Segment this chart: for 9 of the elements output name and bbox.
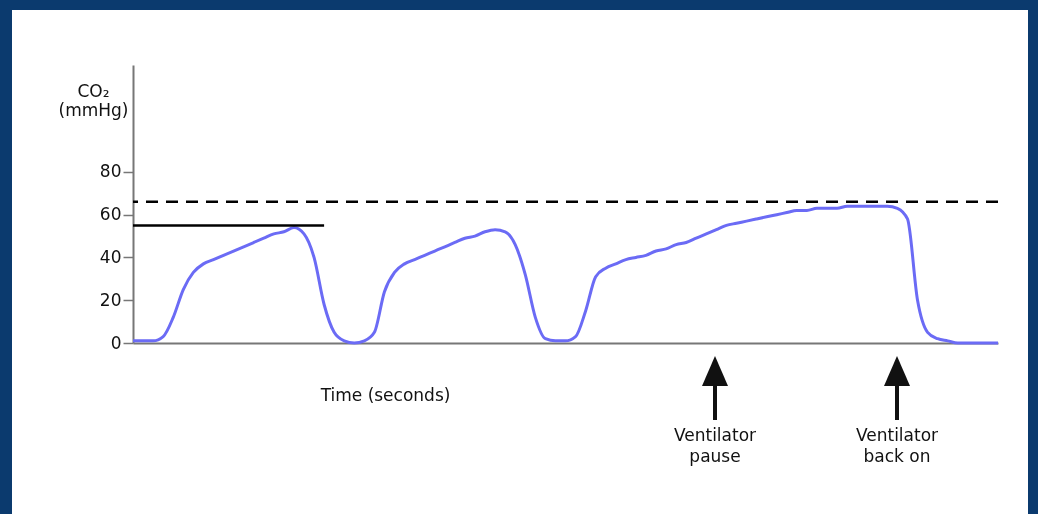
y-tick-label: 80 [99, 161, 122, 182]
y-tick-label: 20 [99, 289, 122, 310]
y-tick-label: 0 [110, 332, 122, 353]
y-tick-label: 60 [99, 204, 122, 225]
y-tick-label: 40 [99, 246, 122, 267]
text: Ventilator pause [672, 425, 758, 467]
y-axis-title: CO₂ (mmHg) [58, 80, 129, 120]
text: Ventilator back on [854, 425, 940, 467]
x-axis-title: Time (seconds) [319, 384, 451, 405]
